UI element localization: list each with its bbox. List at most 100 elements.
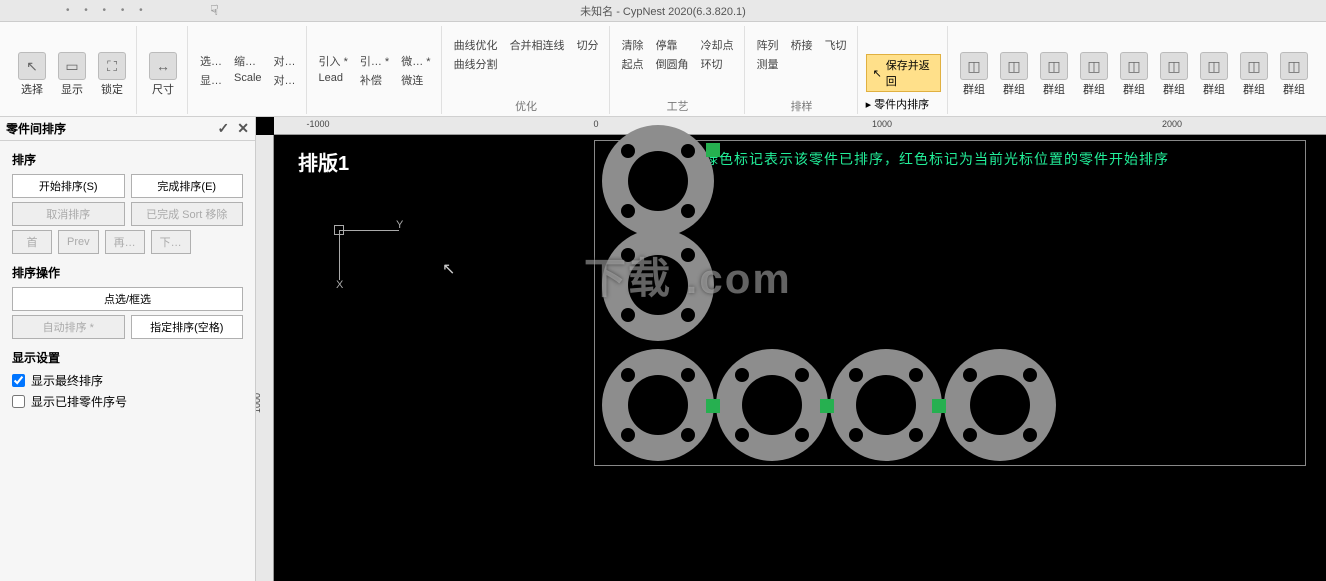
g9-button[interactable]: ◫群组	[1276, 50, 1312, 96]
ribbon-group-2: 选…显…缩…Scale 对…对…	[190, 26, 307, 114]
flange-part[interactable]	[944, 349, 1056, 461]
ribbon-small-item[interactable]: 倒圆角	[652, 55, 693, 73]
ribbon-small-item[interactable]: 测量	[753, 55, 783, 73]
ribbon-small-item[interactable]: 引入 *	[315, 52, 352, 70]
flange-part[interactable]	[830, 349, 942, 461]
g7-label: 群组	[1203, 84, 1225, 96]
chk1-label: 显示最终排序	[31, 372, 103, 389]
auto-sort-button[interactable]: 自动排序 *	[12, 315, 125, 339]
lock-button[interactable]: ⛶锁定	[94, 50, 130, 96]
ribbon-group-6: 阵列测量桥接飞切排样	[747, 26, 858, 114]
ribbon-small-item[interactable]	[821, 55, 851, 57]
assign-sort-button[interactable]: 指定排序(空格)	[131, 315, 244, 339]
ribbon-small-item[interactable]: 合并相连线	[506, 36, 569, 54]
display-button[interactable]: ▭显示	[54, 50, 90, 96]
flange-part[interactable]	[602, 229, 714, 341]
ribbon-small-item[interactable]: 曲线分割	[450, 55, 502, 73]
start-sort-button[interactable]: 开始排序(S)	[12, 174, 125, 198]
ribbon-small-item[interactable]	[787, 55, 817, 57]
ribbon-small-item[interactable]: 桥接	[787, 36, 817, 54]
prev-button[interactable]: Prev	[58, 230, 99, 254]
sort-marker	[932, 399, 946, 413]
remove-sort-button[interactable]: 已完成 Sort 移除	[131, 202, 244, 226]
ribbon-small-item[interactable]: 选…	[196, 52, 226, 70]
ribbon-small-item[interactable]: Lead	[315, 71, 352, 85]
finish-sort-button[interactable]: 完成排序(E)	[131, 174, 244, 198]
g4-button[interactable]: ◫群组	[1076, 50, 1112, 96]
g5-label: 群组	[1123, 84, 1145, 96]
part-sort-item[interactable]: ▸ 零件内排序	[866, 96, 930, 112]
show-sorted-index-checkbox[interactable]: 显示已排零件序号	[12, 393, 243, 410]
side-panel: 零件间排序 ✓ ✕ 排序 开始排序(S) 完成排序(E) 取消排序 已完成 So…	[0, 117, 256, 581]
chk1-input[interactable]	[12, 374, 25, 387]
qat-dots: • • • • •	[66, 5, 149, 16]
ruler-tick: -1000	[306, 119, 329, 129]
sort-header: 排序	[12, 151, 243, 168]
ribbon-small-item[interactable]: Scale	[230, 71, 266, 85]
ruler-tick: 1000	[256, 393, 262, 413]
ribbon-small-item[interactable]: 对…	[270, 52, 300, 70]
redo-button[interactable]: 再…	[105, 230, 145, 254]
g4-icon: ◫	[1080, 52, 1108, 80]
ribbon-small-item[interactable]: 冷却点	[697, 36, 738, 54]
ribbon-small-item[interactable]: 引… *	[356, 52, 393, 70]
canvas-cursor-icon: ↖	[442, 259, 455, 279]
save-return-button[interactable]: ↖保存并返回	[866, 54, 941, 92]
next-button[interactable]: 下…	[151, 230, 191, 254]
flange-part[interactable]	[602, 349, 714, 461]
ribbon-small-item[interactable]: 显…	[196, 71, 226, 89]
g3-icon: ◫	[1040, 52, 1068, 80]
ruler-vertical: 1000	[256, 135, 274, 581]
chk2-input[interactable]	[12, 395, 25, 408]
g6-button[interactable]: ◫群组	[1156, 50, 1192, 96]
first-button[interactable]: 首	[12, 230, 52, 254]
ribbon-small-item[interactable]: 缩…	[230, 52, 266, 70]
ribbon-group-7: ↖保存并返回 ▸ 零件内排序	[860, 26, 948, 114]
size-icon: ↔	[149, 52, 177, 80]
ribbon-small-item[interactable]: 补偿	[356, 71, 393, 89]
flange-part[interactable]	[602, 125, 714, 237]
window-title: 未知名 - CypNest 2020(6.3.820.1)	[580, 3, 746, 19]
g1-button[interactable]: ◫群组	[956, 50, 992, 96]
ribbon-small-item[interactable]: 阵列	[753, 36, 783, 54]
ribbon-small-item[interactable]: 停靠	[652, 36, 693, 54]
hint-text: 绿色标记表示该零件已排序，红色标记为当前光标位置的零件开始排序	[704, 149, 1169, 169]
g9-icon: ◫	[1280, 52, 1308, 80]
g8-label: 群组	[1243, 84, 1265, 96]
operation-section: 排序操作 点选/框选 自动排序 * 指定排序(空格)	[12, 264, 243, 339]
chk2-label: 显示已排零件序号	[31, 393, 127, 410]
drawing-canvas[interactable]: 排版1 绿色标记表示该零件已排序，红色标记为当前光标位置的零件开始排序YX↖下载…	[274, 135, 1326, 581]
sort-marker	[706, 399, 720, 413]
ribbon: ↖选择▭显示⛶锁定 ↔尺寸选…显…缩…Scale 对…对… 引入 *Lead 引… *补…	[0, 22, 1326, 117]
close-icon[interactable]: ✕	[237, 120, 249, 137]
g5-button[interactable]: ◫群组	[1116, 50, 1152, 96]
g8-button[interactable]: ◫ 群组	[1236, 50, 1272, 96]
g8-icon: ◫	[1240, 52, 1268, 80]
ribbon-small-item[interactable]: 切分	[573, 36, 603, 54]
flange-part[interactable]	[716, 349, 828, 461]
ribbon-small-item[interactable]: 对…	[270, 71, 300, 89]
display-header: 显示设置	[12, 349, 243, 366]
show-final-sort-checkbox[interactable]: 显示最终排序	[12, 372, 243, 389]
g2-button[interactable]: ◫群组	[996, 50, 1032, 96]
cursor-icon: ↖	[873, 67, 882, 80]
title-bar: • • • • • ☟ 未知名 - CypNest 2020(6.3.820.1…	[0, 0, 1326, 22]
pick-select-button[interactable]: 点选/框选	[12, 287, 243, 311]
ribbon-small-item[interactable]: 微… *	[397, 52, 434, 70]
select-button[interactable]: ↖选择	[14, 50, 50, 96]
g3-button[interactable]: ◫群组	[1036, 50, 1072, 96]
g1-icon: ◫	[960, 52, 988, 80]
ribbon-small-item[interactable]: 飞切	[821, 36, 851, 54]
cancel-sort-button[interactable]: 取消排序	[12, 202, 125, 226]
ribbon-small-item[interactable]: 起点	[618, 55, 648, 73]
ribbon-small-item[interactable]: 清除	[618, 36, 648, 54]
ribbon-small-item[interactable]: 曲线优化	[450, 36, 502, 54]
ribbon-small-item[interactable]: 微连	[397, 71, 434, 89]
ruler-horizontal: -1000010002000	[274, 117, 1326, 135]
sort-section: 排序 开始排序(S) 完成排序(E) 取消排序 已完成 Sort 移除 首 Pr…	[12, 151, 243, 254]
size-button[interactable]: ↔尺寸	[145, 50, 181, 96]
ribbon-small-item[interactable]: 环切	[697, 55, 738, 73]
g7-button[interactable]: ◫群组	[1196, 50, 1232, 96]
apply-icon[interactable]: ✓	[218, 120, 230, 137]
display-icon: ▭	[58, 52, 86, 80]
